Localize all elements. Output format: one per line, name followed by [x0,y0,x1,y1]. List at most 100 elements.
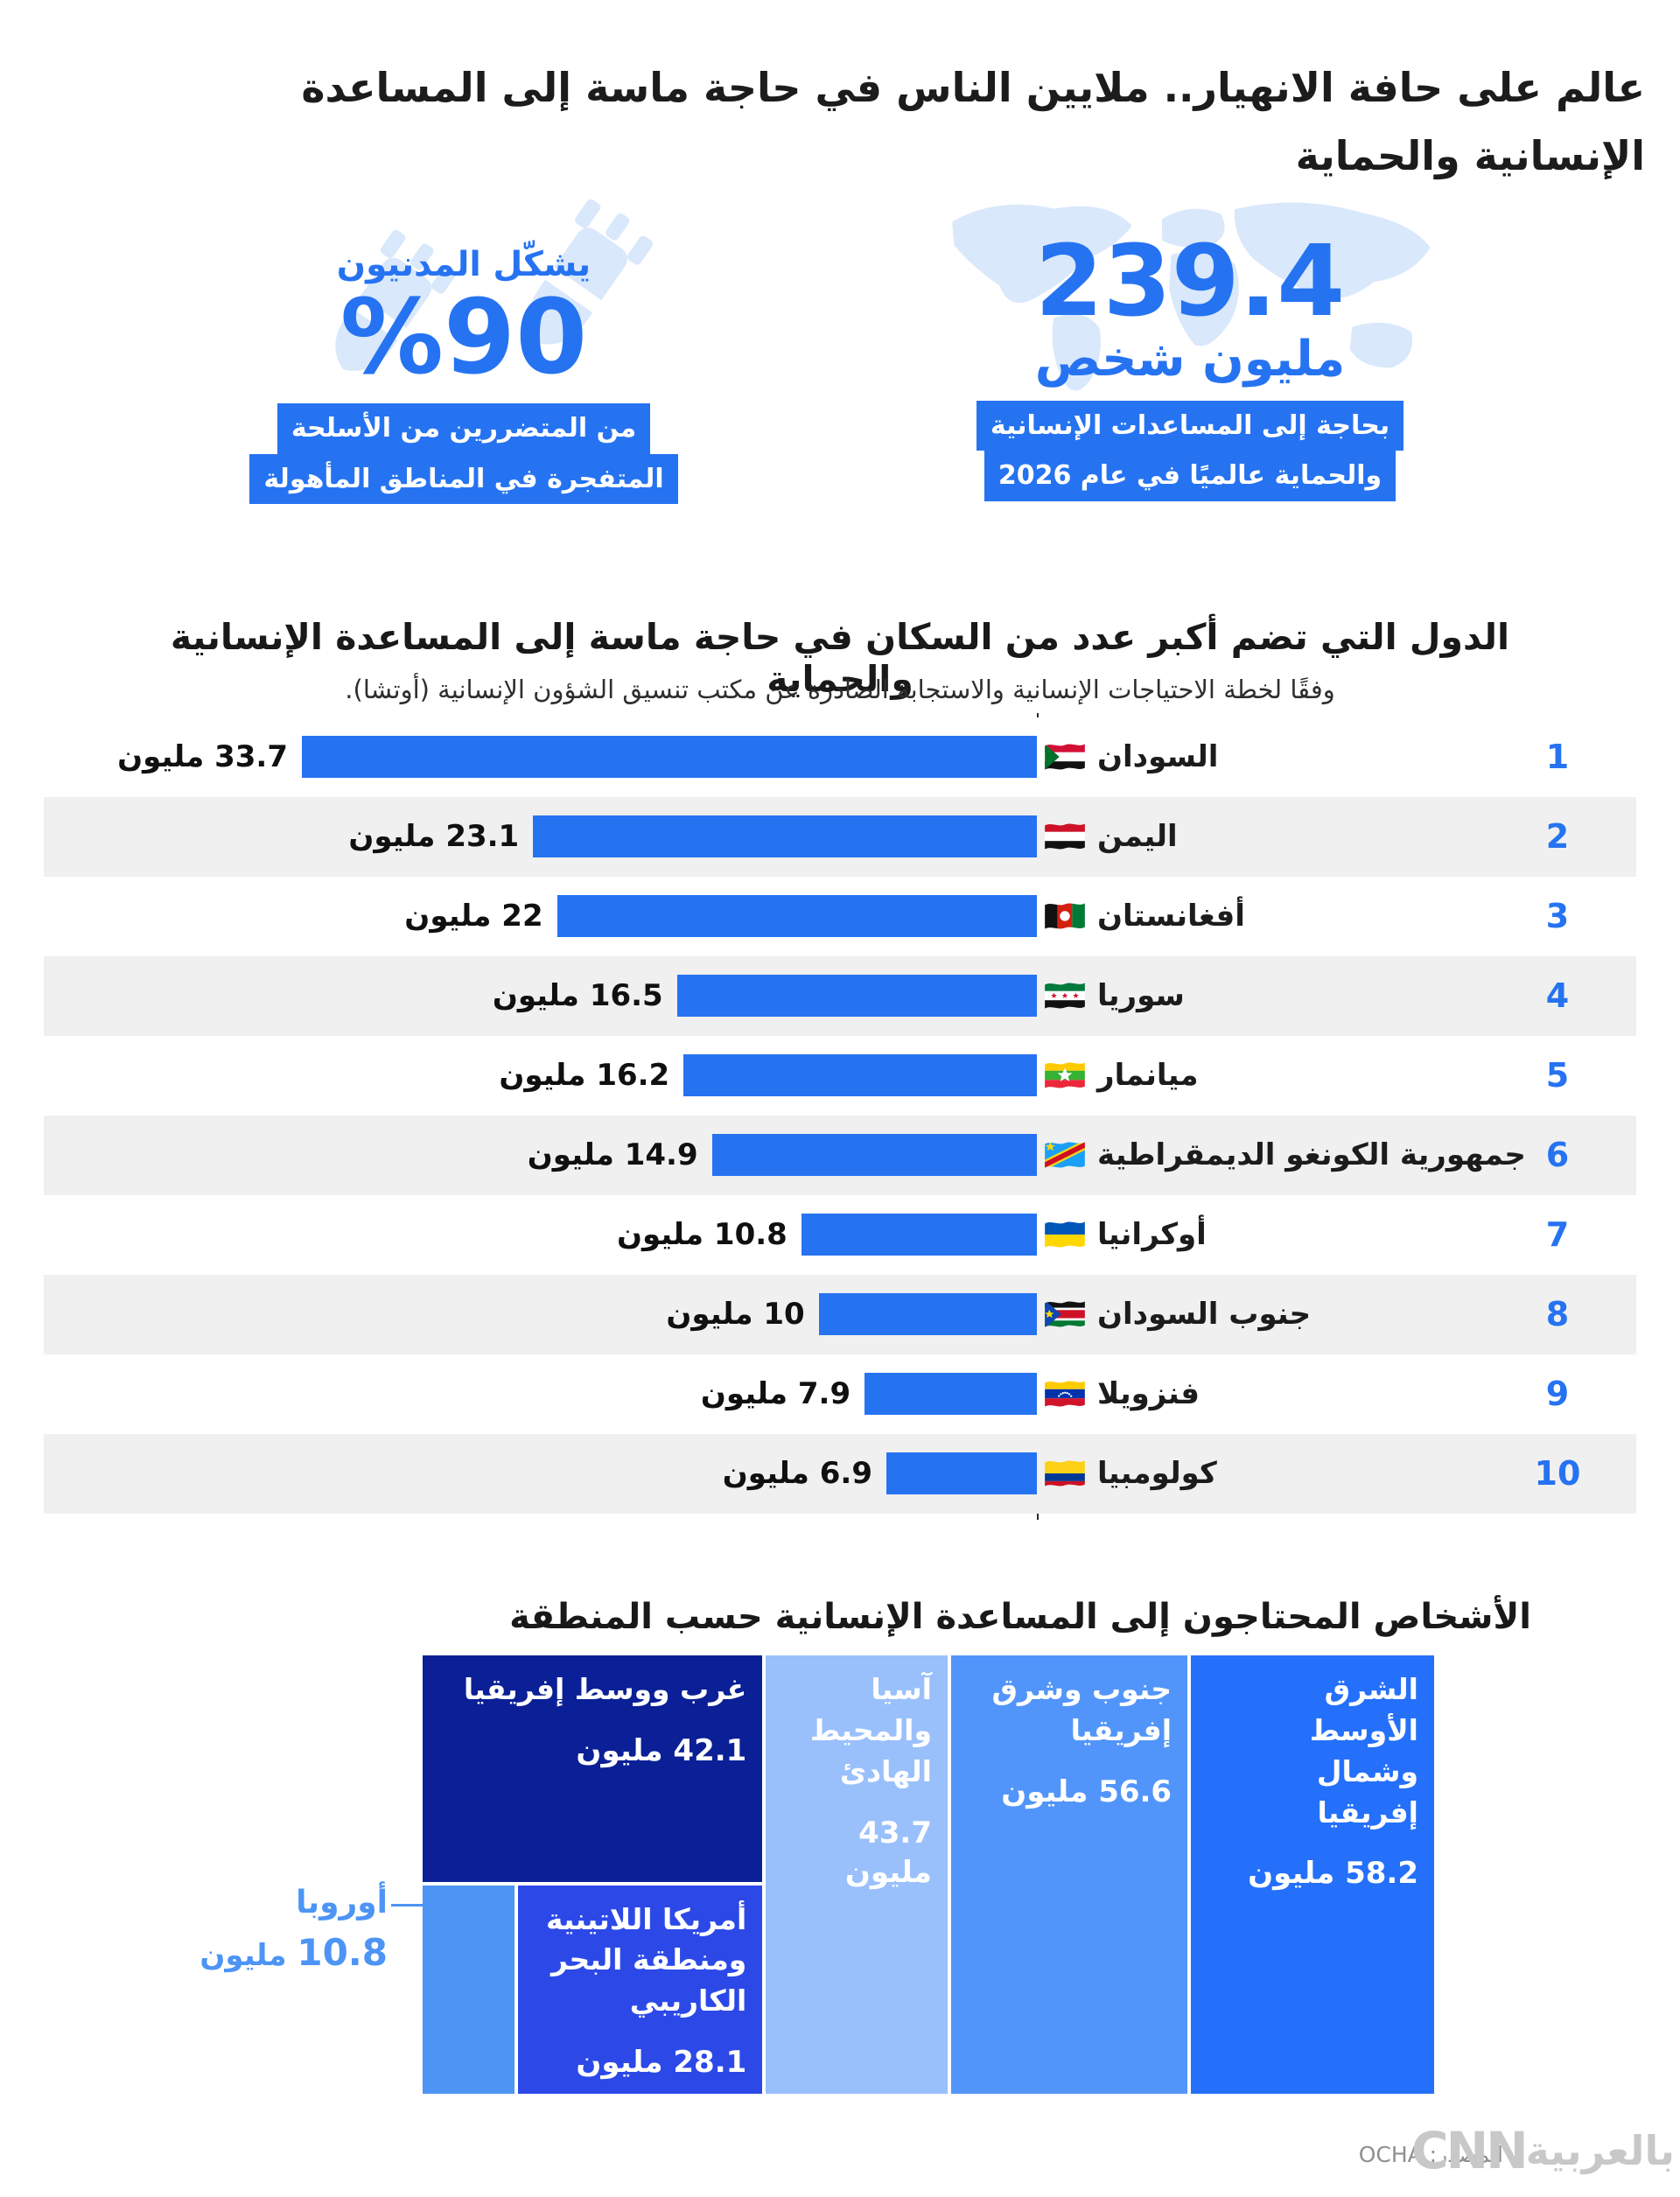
country-label: فنزويلا [1097,1376,1200,1411]
table-row: 10 مليون جنوب السودان 8 [44,1275,1636,1354]
stat-global: 239.4 مليون شخص بحاجة إلى المساعدات الإن… [910,191,1470,501]
region-value: 56.6 مليون [1001,1774,1172,1809]
country-label: اليمن [1097,819,1178,854]
treemap-cell: أمريكا اللاتينية ومنطقة البحر الكاريبي 28… [515,1883,765,2096]
value-bar [676,975,1037,1017]
civilians-percent-value: %90 [340,276,588,397]
bar-chart-title: الدول التي تضم أكبر عدد من السكان في حاج… [170,616,1510,701]
bar-value-label: 33.7 مليون [117,739,288,774]
country-label: سوريا [1097,978,1185,1013]
table-row: 6.9 مليون كولومبيا 10 [44,1434,1636,1514]
table-row: 7.9 مليون فنزويلا 9 [44,1354,1636,1434]
value-bar [533,815,1037,857]
country-label: أوكرانيا [1097,1217,1207,1252]
civilians-desc-line1: من المتضررين من الأسلحة [276,403,651,454]
value-bar [818,1293,1037,1335]
country-label: أفغانستان [1097,899,1245,934]
country-label: جمهورية الكونغو الديمقراطية [1097,1137,1526,1172]
europe-callout-value: 10.8 مليون [200,1930,388,1974]
rank-number: 10 [1534,1454,1581,1493]
country-label: السودان [1097,739,1219,774]
region-value: 28.1 مليون [576,2045,747,2081]
global-desc-line2: والحماية عالميًا في عام 2026 [984,451,1396,501]
civilians-desc-line2: المتفجرة في المناطق المأهولة [249,453,678,505]
europe-callout-name: أوروبا [200,1883,423,1924]
table-row: 16.2 مليون ميانمار 5 [44,1036,1636,1116]
value-bar [886,1452,1037,1494]
rank-number: 6 [1545,1136,1570,1174]
flag-ukraine-icon [1043,1218,1087,1251]
bar-value-label: 7.9 مليون [700,1376,851,1411]
bar-value-label: 23.1 مليون [348,819,520,854]
treemap-cell: آسيا والمحيط الهادئ 43.7 مليون [764,1654,949,2096]
page-title: عالم على حافة الانهيار.. ملايين الناس في… [301,63,1645,179]
global-total-unit: مليون شخص [1034,331,1346,388]
rank-number: 9 [1545,1375,1570,1413]
flag-myanmar-icon [1043,1059,1087,1092]
region-value: 43.7 مليون [844,1815,932,1891]
bomb-shells-icon [335,199,654,371]
region-name: أمريكا اللاتينية ومنطقة البحر الكاريبي [545,1901,747,2019]
bar-value-label: 10 مليون [666,1297,805,1332]
rank-number: 3 [1545,897,1570,935]
stat-civilians: يشكّل المدنيون %90 من المتضررين من الأسل… [219,199,709,505]
region-name: آسيا والمحيط الهادئ [810,1672,932,1788]
civilians-lead-text: يشكّل المدنيون [336,245,592,284]
flag-sudan-icon [1043,740,1087,773]
rank-number: 7 [1545,1215,1570,1254]
bar-value-label: 6.9 مليون [722,1456,872,1491]
table-row: 23.1 مليون اليمن 2 [44,797,1636,877]
source-label: المصدر: OCHA [1358,2142,1503,2167]
region-value: 42.1 مليون [576,1732,747,1768]
treemap-cell: جنوب وشرق إفريقيا 56.6 مليون [949,1654,1190,2096]
value-bar [801,1214,1037,1256]
table-row: 33.7 مليون السودان 1 [44,717,1636,797]
bar-value-label: 10.8 مليون [616,1217,788,1252]
flag-south-sudan-icon [1043,1298,1087,1331]
rank-number: 4 [1545,976,1570,1015]
global-description: بحاجة إلى المساعدات الإنسانية والحماية ع… [910,400,1470,501]
cnn-arabic-logo: بالعربيةCNN [1411,2121,1675,2180]
bar-value-label: 22 مليون [404,899,543,934]
rank-number: 8 [1545,1295,1570,1333]
civilians-description: من المتضررين من الأسلحة المتفجرة في المن… [219,403,709,505]
treemap-cell: غرب ووسط إفريقيا 42.1 مليون [421,1654,765,1884]
region-name: غرب ووسط إفريقيا [463,1672,747,1706]
flag-venezuela-icon [1043,1377,1087,1410]
flag-syria-icon [1043,979,1087,1012]
table-row: 16.5 مليون سوريا 4 [44,956,1636,1036]
value-bar [302,736,1037,778]
rank-number: 2 [1545,817,1570,856]
table-row: 22 مليون أفغانستان 3 [44,877,1636,956]
flag-yemen-icon [1043,820,1087,853]
world-map-icon [952,202,1430,391]
country-label: جنوب السودان [1097,1297,1312,1332]
global-desc-line1: بحاجة إلى المساعدات الإنسانية [976,400,1404,451]
region-name: جنوب وشرق إفريقيا [991,1672,1172,1747]
value-bar [711,1134,1037,1176]
rank-number: 1 [1545,738,1570,776]
flag-afghanistan-icon [1043,899,1087,933]
treemap-cell: الشرق الأوسط وشمال إفريقيا 58.2 مليون [1189,1654,1436,2096]
callout-connector-line [391,1904,423,1907]
regions-treemap: الشرق الأوسط وشمال إفريقيا 58.2 مليون جنوب… [421,1654,1436,2096]
country-label: ميانمار [1097,1058,1199,1093]
bar-value-label: 16.5 مليون [492,978,663,1013]
table-row: 14.9 مليون جمهورية الكونغو الديمقراطية 6 [44,1116,1636,1195]
flag-drc-icon [1043,1138,1087,1172]
region-name: الشرق الأوسط وشمال إفريقيا [1309,1672,1418,1830]
countries-bar-chart: 33.7 مليون السودان 1 23.1 مليون اليمن 2 22 م… [44,713,1636,1520]
rank-number: 5 [1545,1056,1570,1095]
flag-colombia-icon [1043,1457,1087,1490]
value-bar [864,1373,1037,1415]
global-total-value: 239.4 [1034,225,1346,339]
europe-callout: أوروبا 10.8 مليون [200,1883,423,1974]
bar-value-label: 14.9 مليون [527,1137,698,1172]
table-row: 10.8 مليون أوكرانيا 7 [44,1195,1636,1275]
bar-value-label: 16.2 مليون [499,1058,670,1093]
treemap-cell [421,1883,516,2096]
country-label: كولومبيا [1097,1456,1217,1491]
value-bar [683,1054,1037,1096]
bar-chart-subtitle: وفقًا لخطة الاحتياجات الإنسانية والاستجا… [345,675,1335,704]
